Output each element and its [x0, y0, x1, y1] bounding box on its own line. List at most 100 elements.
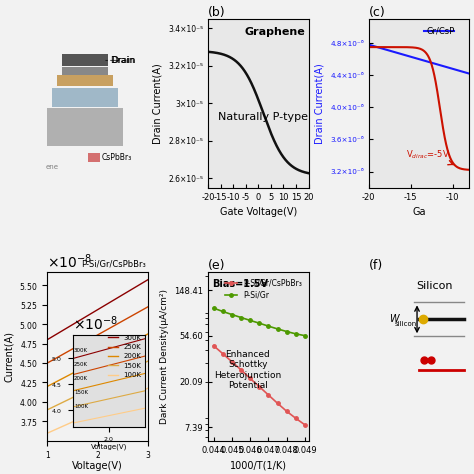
- X-axis label: Ga: Ga: [412, 207, 426, 217]
- 300K: [137, 282, 142, 288]
- P-Si/Gr: [229, 312, 235, 318]
- P-Si/Gr/CsPbBr₃: [256, 384, 262, 390]
- P-Si/Gr: [293, 331, 299, 337]
- 250K: [137, 309, 142, 315]
- P-Si/Gr/CsPbBr₃: [293, 415, 299, 421]
- Text: Bias=1.5V: Bias=1.5V: [212, 279, 268, 289]
- X-axis label: Voltage(V): Voltage(V): [72, 461, 123, 471]
- 100K: [71, 419, 77, 424]
- 300K: [51, 333, 56, 339]
- P-Si/Gr/CsPbBr₃: [211, 343, 217, 348]
- P-Si/Gr: [220, 309, 226, 314]
- 250K: [140, 307, 146, 312]
- Line: 300K: 300K: [47, 280, 148, 339]
- 150K: [45, 407, 50, 412]
- Text: ene: ene: [46, 164, 58, 171]
- 100K: [140, 388, 146, 393]
- Text: silicon: silicon: [395, 320, 417, 327]
- Text: Drain: Drain: [110, 56, 135, 65]
- Text: (f): (f): [369, 259, 383, 272]
- 100K: [137, 389, 142, 395]
- 200K: [45, 383, 50, 389]
- 100K: [51, 428, 56, 433]
- Legend: 300K, 250K, 200K, 150K, 100K: 300K, 250K, 200K, 150K, 100K: [105, 332, 145, 381]
- 300K: [145, 277, 151, 283]
- P-Si/Gr/CsPbBr₃: [284, 409, 290, 414]
- Line: P-Si/Gr: P-Si/Gr: [212, 306, 307, 337]
- Bar: [88, 153, 100, 162]
- 150K: [51, 404, 56, 410]
- 200K: [137, 336, 142, 341]
- 200K: [145, 331, 151, 337]
- P-Si/Gr/CsPbBr₃: [302, 422, 308, 428]
- 250K: [63, 350, 69, 356]
- Text: Graphene: Graphene: [245, 27, 306, 37]
- Text: W: W: [389, 314, 399, 324]
- 250K: [45, 360, 50, 366]
- 300K: [49, 334, 55, 340]
- Line: 100K: 100K: [47, 388, 148, 433]
- 250K: [51, 357, 56, 363]
- Bar: [57, 75, 113, 86]
- Bar: [53, 88, 118, 107]
- P-Si/Gr: [284, 328, 290, 334]
- Legend: P-Si/Gr/CsPbBr₃, P-Si/Gr: P-Si/Gr/CsPbBr₃, P-Si/Gr: [222, 276, 305, 302]
- 150K: [71, 394, 77, 400]
- P-Si/Gr: [238, 315, 244, 320]
- P-Si/Gr: [247, 318, 253, 323]
- Line: P-Si/Gr/CsPbBr₃: P-Si/Gr/CsPbBr₃: [212, 344, 307, 427]
- Text: Gr/CsP: Gr/CsP: [426, 26, 454, 35]
- P-Si/Gr: [256, 320, 262, 326]
- 300K: [63, 326, 69, 331]
- 200K: [140, 334, 146, 339]
- Text: Naturally P-type: Naturally P-type: [218, 112, 308, 122]
- Bar: [63, 67, 108, 74]
- 300K: [71, 321, 77, 327]
- 300K: [140, 280, 146, 286]
- 250K: [49, 358, 55, 364]
- P-Si/Gr/CsPbBr₃: [238, 367, 244, 373]
- 250K: [145, 304, 151, 310]
- 100K: [45, 430, 50, 436]
- Y-axis label: Drain Current(A): Drain Current(A): [315, 63, 325, 144]
- 200K: [71, 370, 77, 375]
- P-Si/Gr/CsPbBr₃: [247, 375, 253, 381]
- 150K: [49, 405, 55, 410]
- Text: (e): (e): [208, 259, 226, 272]
- Text: (c): (c): [369, 6, 385, 19]
- P-Si/Gr: [265, 323, 271, 329]
- Text: P-Si/Gr/CsPbBr₃: P-Si/Gr/CsPbBr₃: [81, 260, 146, 269]
- Text: Silicon: Silicon: [416, 281, 452, 291]
- 200K: [63, 374, 69, 380]
- Text: (b): (b): [208, 6, 226, 19]
- 100K: [145, 385, 151, 391]
- Y-axis label: Current(A): Current(A): [4, 331, 14, 382]
- Text: V$_{dirac}$=-5V: V$_{dirac}$=-5V: [407, 148, 453, 165]
- 100K: [49, 428, 55, 434]
- X-axis label: 1000/T(1/K): 1000/T(1/K): [230, 460, 287, 470]
- Text: Enhanced
Schottky
Heterojunction
Potential: Enhanced Schottky Heterojunction Potenti…: [214, 350, 282, 390]
- Y-axis label: Dark Current Density(μA/cm²): Dark Current Density(μA/cm²): [160, 289, 169, 424]
- Line: 150K: 150K: [47, 361, 148, 410]
- P-Si/Gr/CsPbBr₃: [274, 401, 280, 406]
- 200K: [51, 380, 56, 386]
- Text: Drain: Drain: [109, 56, 134, 65]
- 300K: [45, 337, 50, 342]
- 150K: [137, 363, 142, 368]
- P-Si/Gr: [302, 333, 308, 338]
- P-Si/Gr: [274, 326, 280, 332]
- X-axis label: Gate Voltage(V): Gate Voltage(V): [220, 207, 297, 217]
- 250K: [71, 345, 77, 351]
- 150K: [145, 358, 151, 364]
- P-Si/Gr: [211, 305, 217, 311]
- Text: CsPbBr₃: CsPbBr₃: [101, 153, 132, 162]
- P-Si/Gr/CsPbBr₃: [265, 392, 271, 398]
- Bar: [47, 109, 123, 146]
- 100K: [63, 422, 69, 428]
- Y-axis label: Drain Current(A): Drain Current(A): [153, 63, 163, 144]
- Bar: [63, 55, 108, 66]
- 200K: [49, 382, 55, 387]
- Line: 250K: 250K: [47, 307, 148, 363]
- P-Si/Gr/CsPbBr₃: [220, 351, 226, 356]
- 150K: [140, 361, 146, 366]
